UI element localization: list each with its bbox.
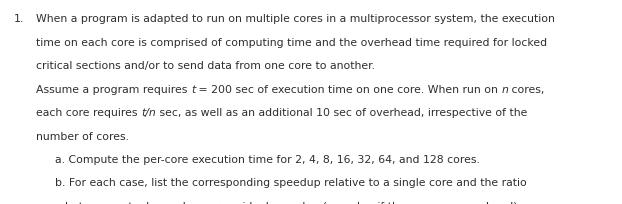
- Text: t: t: [191, 85, 195, 95]
- Text: Assume a program requires: Assume a program requires: [36, 85, 191, 95]
- Text: n: n: [501, 85, 508, 95]
- Text: number of cores.: number of cores.: [36, 132, 129, 142]
- Text: = 200 sec of execution time on one core. When run on: = 200 sec of execution time on one core.…: [195, 85, 501, 95]
- Text: critical sections and/or to send data from one core to another.: critical sections and/or to send data fr…: [36, 61, 375, 71]
- Text: 1.: 1.: [14, 14, 24, 24]
- Text: t/n: t/n: [141, 108, 156, 118]
- Text: When a program is adapted to run on multiple cores in a multiprocessor system, t: When a program is adapted to run on mult…: [36, 14, 555, 24]
- Text: each core requires: each core requires: [36, 108, 141, 118]
- Text: b. For each case, list the corresponding speedup relative to a single core and t: b. For each case, list the corresponding…: [55, 178, 526, 188]
- Text: time on each core is comprised of computing time and the overhead time required : time on each core is comprised of comput…: [36, 38, 547, 48]
- Text: between actual speedup versus ideal speedup (speedup if there was no overhead).: between actual speedup versus ideal spee…: [65, 202, 521, 204]
- Text: sec, as well as an additional 10 sec of overhead, irrespective of the: sec, as well as an additional 10 sec of …: [156, 108, 527, 118]
- Text: cores,: cores,: [508, 85, 545, 95]
- Text: a. Compute the per-core execution time for 2, 4, 8, 16, 32, 64, and 128 cores.: a. Compute the per-core execution time f…: [55, 155, 480, 165]
